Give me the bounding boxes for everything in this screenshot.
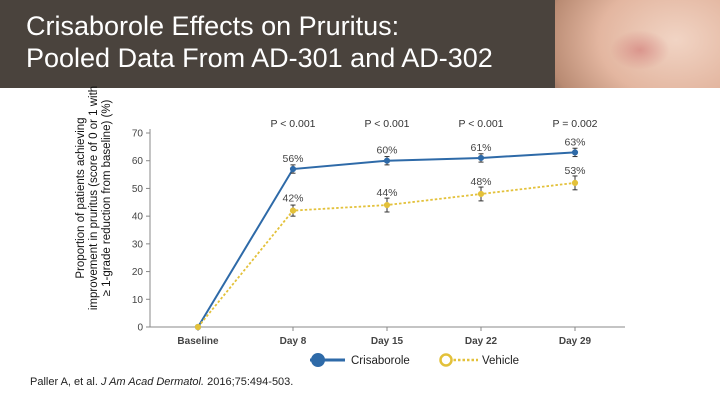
legend-label-crisaborole: Crisaborole <box>351 355 410 367</box>
x-tick-label: Day 15 <box>371 336 404 347</box>
y-tick-label: 70 <box>132 129 144 140</box>
title-line-2: Pooled Data From AD-301 and AD-302 <box>26 43 493 73</box>
citation-suffix: 2016;75:494-503. <box>204 376 294 388</box>
legend-label-vehicle: Vehicle <box>482 355 519 367</box>
legend-marker-vehicle <box>439 353 453 367</box>
pruritus-chart: 0 10 20 30 40 50 60 70 Baseline Day 8 Day 15 Day 22… <box>132 118 625 367</box>
citation: Paller A, et al. J Am Acad Dermatol. 201… <box>30 376 293 388</box>
y-tick-label: 10 <box>132 295 144 306</box>
x-tick-label: Day 8 <box>280 336 307 347</box>
data-label-crisaborole: 60% <box>376 145 397 157</box>
citation-journal: J Am Acad Dermatol. <box>100 376 205 388</box>
data-label-vehicle: 53% <box>564 165 585 177</box>
data-point-vehicle <box>477 190 485 198</box>
title-line-1: Crisaborole Effects on Pruritus: <box>26 11 400 41</box>
y-tick-label: 30 <box>132 239 144 250</box>
data-label-crisaborole: 61% <box>470 142 491 154</box>
data-label-crisaborole: 63% <box>564 136 585 148</box>
x-tick-label: Day 29 <box>559 336 592 347</box>
data-point-vehicle <box>571 179 579 186</box>
header-photo-redness <box>610 30 670 70</box>
p-value-label: P = 0.002 <box>552 118 597 130</box>
data-point-crisaborole <box>571 149 579 156</box>
series-line-crisaborole <box>197 151 576 328</box>
data-point-crisaborole <box>289 165 297 173</box>
data-point-vehicle <box>289 207 297 214</box>
p-value-label: P < 0.001 <box>364 118 409 130</box>
p-value-label: P < 0.001 <box>270 118 315 130</box>
legend-marker-crisaborole <box>311 353 325 367</box>
x-tick-label: Baseline <box>177 336 219 347</box>
y-tick-label: 20 <box>132 267 144 278</box>
p-value-label: P < 0.001 <box>458 118 503 130</box>
data-label-vehicle: 42% <box>282 193 303 205</box>
data-point-crisaborole <box>477 154 485 162</box>
y-tick-label: 60 <box>132 156 144 167</box>
data-label-vehicle: 48% <box>470 176 491 188</box>
data-label-vehicle: 44% <box>376 187 397 199</box>
data-label-crisaborole: 56% <box>282 153 303 165</box>
data-point-crisaborole <box>383 157 391 164</box>
y-tick-label: 40 <box>132 212 144 223</box>
citation-prefix: Paller A, et al. <box>30 376 101 388</box>
data-point-vehicle <box>383 201 391 209</box>
y-tick-label: 0 <box>137 323 143 334</box>
slide-header: Crisaborole Effects on Pruritus: Pooled … <box>0 0 720 88</box>
slide-title: Crisaborole Effects on Pruritus: Pooled … <box>26 10 493 74</box>
y-tick-label: 50 <box>132 184 144 195</box>
data-point-vehicle <box>194 323 202 331</box>
x-tick-label: Day 22 <box>465 336 498 347</box>
